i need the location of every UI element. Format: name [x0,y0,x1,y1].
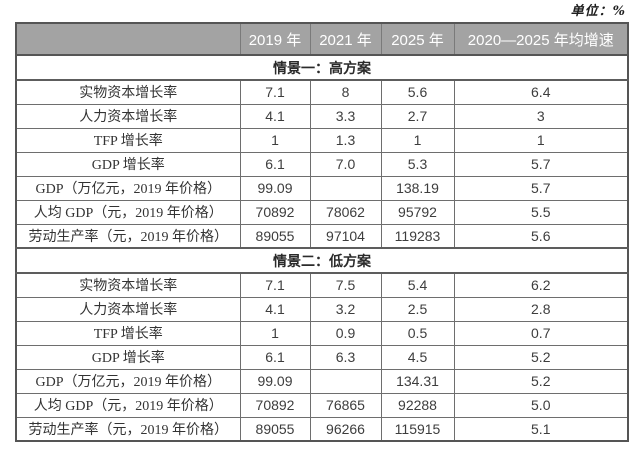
table-row: 人均 GDP（元，2019 年价格） 70892 78062 95792 5.5 [15,199,629,225]
cell-avg: 0.7 [453,320,629,346]
cell-avg: 5.7 [453,175,629,201]
cell-avg: 5.2 [453,368,629,394]
cell-avg: 5.5 [453,199,629,225]
cell-2025: 95792 [380,199,455,225]
table-row: 人力资本增长率 4.1 3.2 2.5 2.8 [15,296,629,322]
table-row: GDP（万亿元，2019 年价格） 99.09 134.31 5.2 [15,368,629,394]
cell-2019: 7.1 [239,79,311,105]
cell-2025: 0.5 [380,320,455,346]
section-title: 情景一：高方案 [15,54,629,81]
table-row: TFP 增长率 1 0.9 0.5 0.7 [15,320,629,346]
cell-2021 [309,175,382,201]
row-label: TFP 增长率 [15,127,241,153]
cell-2019: 70892 [239,392,311,418]
cell-2019: 7.1 [239,272,311,298]
cell-2025: 2.5 [380,296,455,322]
cell-avg: 6.2 [453,272,629,298]
cell-2025: 115915 [380,416,455,442]
column-header-empty [15,22,241,56]
header-row: 2019 年 2021 年 2025 年 2020—2025 年均增速 [15,22,629,56]
row-label: 实物资本增长率 [15,272,241,298]
table-row: 实物资本增长率 7.1 7.5 5.4 6.2 [15,272,629,298]
cell-2021: 76865 [309,392,382,418]
cell-2021: 3.2 [309,296,382,322]
cell-2021 [309,368,382,394]
cell-2025: 134.31 [380,368,455,394]
row-label: 实物资本增长率 [15,79,241,105]
cell-2019: 89055 [239,223,311,249]
column-header-2025: 2025 年 [380,22,455,56]
cell-2025: 1 [380,127,455,153]
row-label: GDP（万亿元，2019 年价格） [15,175,241,201]
table-row: GDP 增长率 6.1 7.0 5.3 5.7 [15,151,629,177]
cell-2021: 3.3 [309,103,382,129]
cell-2021: 7.0 [309,151,382,177]
table-row: 实物资本增长率 7.1 8 5.6 6.4 [15,79,629,105]
unit-label: 单位：% [570,4,626,19]
row-label: 人均 GDP（元，2019 年价格） [15,392,241,418]
cell-avg: 5.7 [453,151,629,177]
cell-2019: 6.1 [239,151,311,177]
cell-2021: 7.5 [309,272,382,298]
cell-2021: 78062 [309,199,382,225]
cell-2025: 92288 [380,392,455,418]
cell-avg: 5.1 [453,416,629,442]
cell-avg: 1 [453,127,629,153]
table-row: GDP 增长率 6.1 6.3 4.5 5.2 [15,344,629,370]
cell-2021: 6.3 [309,344,382,370]
column-header-2019: 2019 年 [239,22,311,56]
cell-2019: 1 [239,127,311,153]
cell-2021: 97104 [309,223,382,249]
cell-2019: 4.1 [239,103,311,129]
cell-2025: 5.3 [380,151,455,177]
cell-2021: 8 [309,79,382,105]
section-header-high-scenario: 情景一：高方案 [15,54,629,81]
cell-2019: 6.1 [239,344,311,370]
cell-2025: 2.7 [380,103,455,129]
cell-2025: 5.4 [380,272,455,298]
cell-avg: 3 [453,103,629,129]
gdp-scenario-table: 2019 年 2021 年 2025 年 2020—2025 年均增速 情景一：… [15,22,629,442]
cell-2025: 5.6 [380,79,455,105]
cell-avg: 5.2 [453,344,629,370]
cell-avg: 5.6 [453,223,629,249]
table-row: 劳动生产率（元，2019 年价格） 89055 96266 115915 5.1 [15,416,629,442]
cell-avg: 6.4 [453,79,629,105]
cell-2019: 1 [239,320,311,346]
table-row: 劳动生产率（元，2019 年价格） 89055 97104 119283 5.6 [15,223,629,249]
row-label: 人力资本增长率 [15,103,241,129]
cell-2025: 138.19 [380,175,455,201]
row-label: GDP 增长率 [15,344,241,370]
row-label: 人力资本增长率 [15,296,241,322]
cell-2019: 99.09 [239,175,311,201]
cell-2021: 1.3 [309,127,382,153]
section-header-low-scenario: 情景二：低方案 [15,247,629,274]
cell-2019: 89055 [239,416,311,442]
row-label: GDP 增长率 [15,151,241,177]
row-label: 劳动生产率（元，2019 年价格） [15,223,241,249]
table-row: TFP 增长率 1 1.3 1 1 [15,127,629,153]
section-title: 情景二：低方案 [15,247,629,274]
cell-2025: 119283 [380,223,455,249]
cell-2021: 0.9 [309,320,382,346]
table-row: GDP（万亿元，2019 年价格） 99.09 138.19 5.7 [15,175,629,201]
column-header-2021: 2021 年 [309,22,382,56]
cell-2025: 4.5 [380,344,455,370]
cell-2019: 70892 [239,199,311,225]
cell-2021: 96266 [309,416,382,442]
cell-avg: 2.8 [453,296,629,322]
row-label: 人均 GDP（元，2019 年价格） [15,199,241,225]
column-header-avg-growth: 2020—2025 年均增速 [453,22,629,56]
row-label: TFP 增长率 [15,320,241,346]
cell-2019: 4.1 [239,296,311,322]
table-row: 人力资本增长率 4.1 3.3 2.7 3 [15,103,629,129]
cell-avg: 5.0 [453,392,629,418]
cell-2019: 99.09 [239,368,311,394]
row-label: GDP（万亿元，2019 年价格） [15,368,241,394]
table-row: 人均 GDP（元，2019 年价格） 70892 76865 92288 5.0 [15,392,629,418]
row-label: 劳动生产率（元，2019 年价格） [15,416,241,442]
